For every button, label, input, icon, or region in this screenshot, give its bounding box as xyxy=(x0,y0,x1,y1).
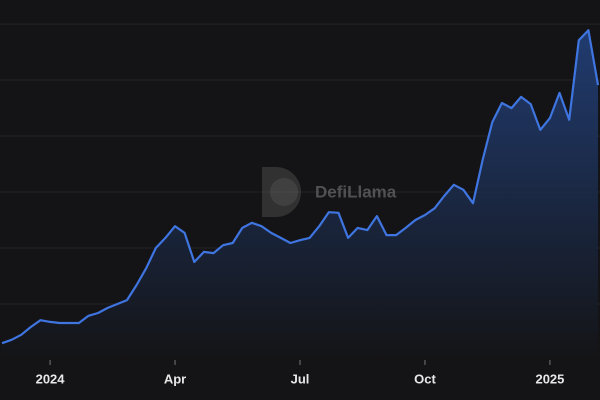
watermark-logo-face xyxy=(270,178,298,206)
x-tick-label: Jul xyxy=(291,371,310,386)
x-tick-label: Apr xyxy=(164,371,186,386)
line xyxy=(1,29,600,345)
x-tick-label: 2024 xyxy=(36,371,66,386)
watermark: DefiLlama xyxy=(262,167,397,217)
watermark-logo xyxy=(262,167,301,217)
x-axis: 2024 Apr Jul Oct 2025 xyxy=(36,360,564,386)
x-tick-label: 2025 xyxy=(535,371,564,386)
x-tick-label: Oct xyxy=(414,371,436,386)
watermark-text: DefiLlama xyxy=(315,182,397,201)
area xyxy=(2,30,598,360)
plot xyxy=(1,29,600,360)
